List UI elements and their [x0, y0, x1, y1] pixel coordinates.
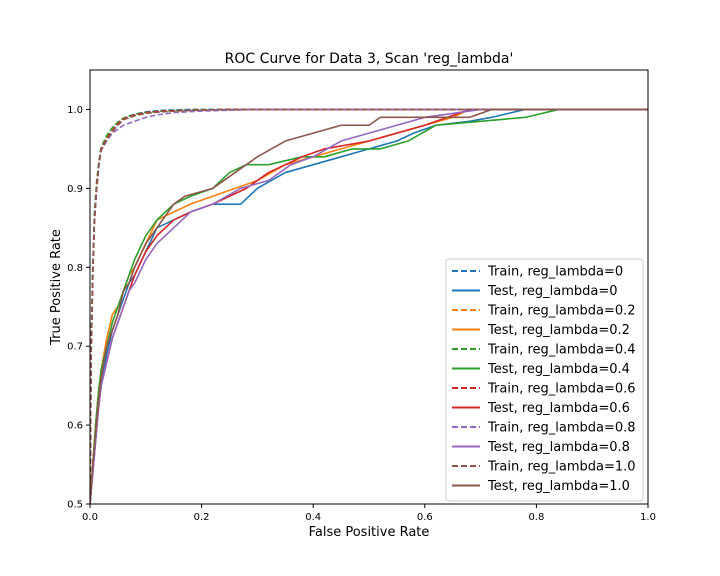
x-tick-label: 0.6	[417, 512, 433, 523]
legend-label: Train, reg_lambda=0	[487, 265, 623, 280]
legend-label: Test, reg_lambda=1.0	[487, 479, 630, 494]
x-tick-label: 1.0	[640, 512, 656, 523]
legend-label: Train, reg_lambda=0.4	[487, 343, 636, 358]
legend-label: Train, reg_lambda=0.2	[487, 304, 636, 319]
x-axis-label: False Positive Rate	[309, 525, 430, 540]
legend-label: Train, reg_lambda=0.8	[487, 421, 636, 436]
series-line-11	[90, 108, 648, 504]
legend-label: Train, reg_lambda=0.6	[487, 382, 636, 397]
legend-entry: Test, reg_lambda=0.2	[452, 323, 630, 338]
legend: Train, reg_lambda=0 Test, reg_lambda=0 Tra…	[445, 258, 644, 502]
legend-box	[445, 258, 644, 502]
plot-frame	[89, 69, 649, 505]
y-tick-label: 0.9	[67, 184, 83, 195]
series-line-10	[90, 108, 648, 504]
legend-entry: Test, reg_lambda=0.8	[452, 440, 630, 455]
x-tick-label: 0.8	[528, 512, 544, 523]
legend-entry: Train, reg_lambda=0.4	[452, 343, 636, 358]
legend-entry: Test, reg_lambda=0.4	[452, 362, 630, 377]
y-tick-label: 0.5	[67, 500, 83, 511]
x-tick-label: 0.4	[305, 512, 321, 523]
plot-area	[90, 108, 648, 504]
legend-entry: Train, reg_lambda=0	[452, 265, 623, 280]
y-tick-label: 0.7	[67, 342, 83, 353]
legend-label: Test, reg_lambda=0.2	[487, 323, 630, 338]
chart-title: ROC Curve for Data 3, Scan 'reg_lambda'	[225, 51, 514, 67]
legend-label: Test, reg_lambda=0.6	[487, 401, 630, 416]
y-tick-label: 1.0	[67, 105, 83, 116]
legend-label: Test, reg_lambda=0.4	[487, 362, 630, 377]
legend-entry: Train, reg_lambda=1.0	[452, 460, 636, 475]
legend-entry: Test, reg_lambda=0.6	[452, 401, 630, 416]
y-tick-label: 0.8	[67, 263, 83, 274]
y-tick-label: 0.6	[67, 421, 83, 432]
legend-entry: Test, reg_lambda=1.0	[452, 479, 630, 494]
series-line-9	[90, 108, 648, 504]
legend-entry: Test, reg_lambda=0	[452, 284, 618, 299]
y-axis-label: True Positive Rate	[49, 229, 64, 346]
x-tick-label: 0.0	[82, 512, 98, 523]
legend-label: Test, reg_lambda=0.8	[487, 440, 630, 455]
x-tick-label: 0.2	[194, 512, 210, 523]
legend-entry: Train, reg_lambda=0.6	[452, 382, 636, 397]
legend-label: Test, reg_lambda=0	[487, 284, 618, 299]
legend-label: Train, reg_lambda=1.0	[487, 460, 636, 475]
legend-entry: Train, reg_lambda=0.2	[452, 304, 636, 319]
axes: 0.0 0.2 0.4 0.6 0.8 1.0 0.5 0.6 0.7 0.8 0.9 1.0	[67, 69, 656, 523]
legend-entry: Train, reg_lambda=0.8	[452, 421, 636, 436]
